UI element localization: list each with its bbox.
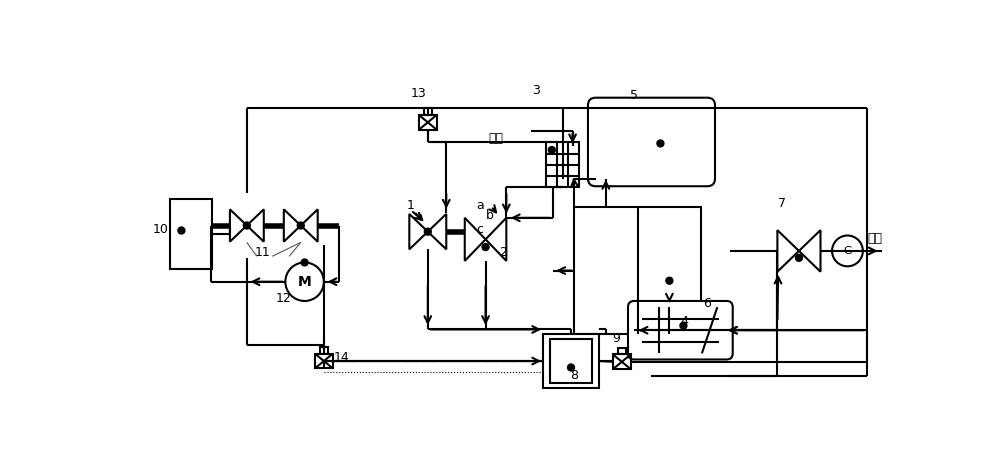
- Circle shape: [657, 140, 664, 147]
- Text: 8: 8: [570, 369, 578, 382]
- Circle shape: [297, 222, 304, 229]
- Bar: [320, 347, 328, 354]
- Text: 3: 3: [532, 84, 540, 97]
- Text: c: c: [477, 222, 484, 236]
- Text: G: G: [843, 246, 852, 256]
- Circle shape: [243, 222, 250, 229]
- Bar: [546, 142, 579, 187]
- Text: 12: 12: [275, 292, 291, 305]
- Bar: [315, 354, 333, 368]
- Bar: [543, 334, 599, 388]
- Text: b: b: [485, 209, 493, 222]
- Bar: [170, 200, 212, 269]
- Text: 6: 6: [703, 297, 711, 310]
- Bar: [613, 355, 631, 369]
- Bar: [424, 108, 432, 115]
- Text: 7: 7: [778, 197, 786, 210]
- FancyBboxPatch shape: [628, 301, 733, 359]
- Text: 1: 1: [406, 200, 414, 212]
- Circle shape: [178, 227, 185, 234]
- Text: 4: 4: [680, 315, 688, 328]
- FancyBboxPatch shape: [588, 98, 715, 186]
- Text: 9: 9: [613, 332, 620, 345]
- Text: 空气: 空气: [488, 132, 503, 145]
- Bar: [574, 207, 701, 334]
- Circle shape: [795, 255, 802, 261]
- Circle shape: [680, 322, 687, 329]
- Text: 2: 2: [499, 246, 507, 259]
- Bar: [618, 347, 626, 355]
- Text: 空气: 空气: [867, 232, 882, 245]
- Text: a: a: [476, 200, 484, 212]
- Circle shape: [424, 228, 431, 235]
- Circle shape: [568, 364, 574, 371]
- Circle shape: [301, 259, 308, 266]
- Bar: [550, 339, 592, 383]
- Text: 11: 11: [255, 246, 270, 259]
- Circle shape: [548, 146, 555, 154]
- Text: 5: 5: [630, 89, 638, 102]
- Text: 13: 13: [411, 87, 427, 100]
- Bar: [419, 115, 437, 130]
- Circle shape: [482, 244, 489, 251]
- Text: 10: 10: [153, 222, 169, 236]
- Text: M: M: [298, 275, 311, 289]
- Text: 14: 14: [334, 351, 350, 364]
- Circle shape: [666, 277, 673, 284]
